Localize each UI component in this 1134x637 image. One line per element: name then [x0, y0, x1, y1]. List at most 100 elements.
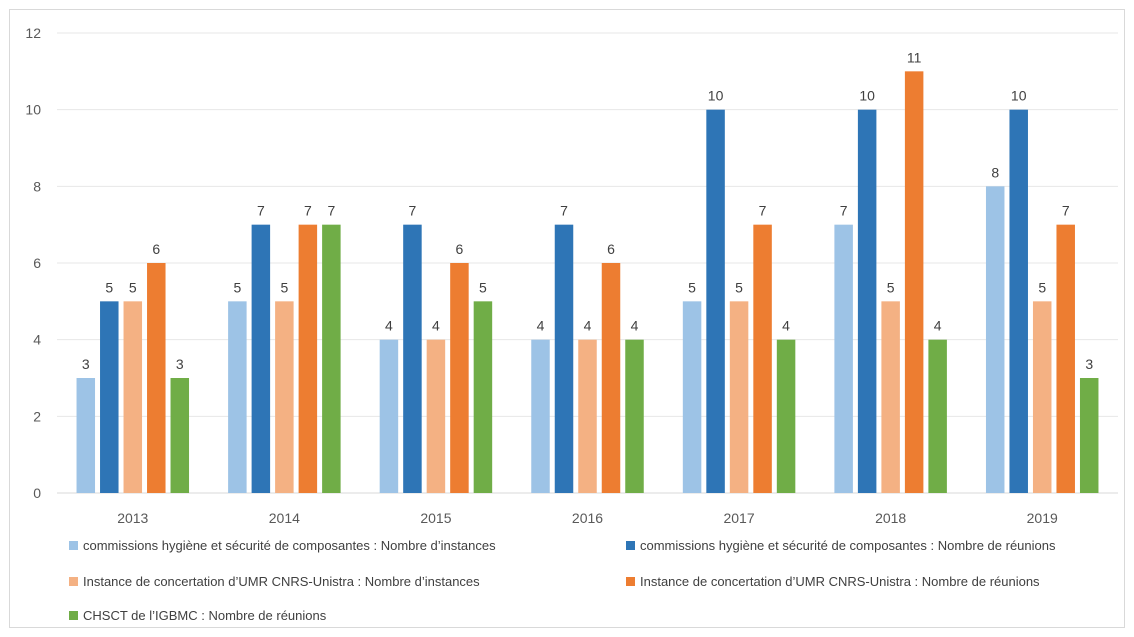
- bar: [76, 378, 96, 493]
- data-label: 4: [631, 318, 639, 334]
- legend-swatch: [69, 611, 78, 620]
- bar: [857, 109, 877, 494]
- data-label: 6: [456, 241, 464, 257]
- y-tick-label: 0: [33, 485, 41, 501]
- bar: [706, 109, 725, 494]
- data-label: 4: [782, 318, 790, 334]
- legend-swatch: [626, 577, 635, 586]
- legend-swatch: [69, 541, 78, 550]
- bar: [322, 224, 341, 493]
- y-tick-label: 8: [33, 178, 41, 194]
- data-label: 5: [1038, 279, 1046, 295]
- bar: [1079, 378, 1099, 493]
- data-label: 4: [385, 318, 393, 334]
- data-label: 10: [1011, 88, 1027, 104]
- bar: [554, 224, 574, 493]
- bar: [251, 224, 271, 493]
- bar: [275, 301, 294, 493]
- bar: [450, 263, 469, 493]
- legend-swatch: [69, 577, 78, 586]
- bar: [473, 301, 493, 493]
- data-label: 7: [840, 203, 848, 219]
- data-label: 7: [304, 203, 312, 219]
- bar: [298, 224, 318, 493]
- data-label: 4: [537, 318, 545, 334]
- bars: [76, 71, 1099, 494]
- data-label: 4: [934, 318, 942, 334]
- legend-entry: commissions hygiène et sécurité de compo…: [69, 538, 496, 553]
- bar: [985, 186, 1005, 494]
- data-label: 10: [859, 88, 875, 104]
- data-label: 3: [82, 356, 90, 372]
- bar: [904, 71, 924, 493]
- data-label: 6: [152, 241, 160, 257]
- data-label: 3: [1085, 356, 1093, 372]
- x-tick-label: 2017: [723, 510, 754, 526]
- data-label: 5: [129, 279, 137, 295]
- data-label: 3: [176, 356, 184, 372]
- data-label: 7: [759, 203, 767, 219]
- y-tick-label: 10: [25, 102, 41, 118]
- bar: [147, 263, 166, 493]
- bar: [123, 301, 143, 493]
- bar: [881, 301, 900, 493]
- data-label: 5: [280, 279, 288, 295]
- bar: [625, 339, 644, 493]
- x-tick-label: 2014: [269, 510, 300, 526]
- x-tick-label: 2015: [420, 510, 451, 526]
- y-axis-ticks: 0 2 4 6 8 10 12: [25, 25, 41, 501]
- x-tick-label: 2019: [1027, 510, 1058, 526]
- bar: [1009, 109, 1028, 494]
- bar: [753, 224, 772, 493]
- data-label: 7: [1062, 203, 1070, 219]
- bar: [100, 301, 119, 493]
- bar: [531, 339, 550, 493]
- bar: [170, 378, 190, 493]
- data-label: 11: [907, 49, 922, 65]
- bar: [379, 339, 399, 493]
- y-tick-label: 12: [25, 25, 41, 41]
- data-label: 8: [991, 164, 999, 180]
- data-label: 5: [479, 279, 487, 295]
- bar: [228, 301, 247, 493]
- x-tick-label: 2018: [875, 510, 906, 526]
- bar: [578, 339, 597, 493]
- data-label: 7: [327, 203, 335, 219]
- data-label: 5: [735, 279, 743, 295]
- y-tick-label: 6: [33, 255, 41, 271]
- legend-entry: CHSCT de l’IGBMC : Nombre de réunions: [69, 608, 326, 623]
- x-tick-label: 2013: [117, 510, 148, 526]
- bar: [928, 339, 947, 493]
- y-tick-label: 2: [33, 408, 41, 424]
- bar: [403, 224, 422, 493]
- legend-label: Instance de concertation d’UMR CNRS-Unis…: [83, 574, 480, 589]
- legend-entry: Instance de concertation d’UMR CNRS-Unis…: [69, 574, 480, 589]
- legend-label: CHSCT de l’IGBMC : Nombre de réunions: [83, 608, 327, 623]
- legend-label: commissions hygiène et sécurité de compo…: [640, 538, 1056, 553]
- data-label: 4: [584, 318, 592, 334]
- data-label: 7: [560, 203, 568, 219]
- bar: [426, 339, 446, 493]
- data-label: 6: [607, 241, 615, 257]
- data-label: 5: [887, 279, 895, 295]
- legend-entry: Instance de concertation d’UMR CNRS-Unis…: [626, 574, 1040, 589]
- bar: [776, 339, 796, 493]
- bar: [1056, 224, 1075, 493]
- data-label: 4: [432, 318, 440, 334]
- x-tick-label: 2016: [572, 510, 603, 526]
- data-label: 5: [105, 279, 113, 295]
- data-label: 7: [409, 203, 417, 219]
- data-label: 7: [257, 203, 265, 219]
- bar: [601, 263, 621, 493]
- y-tick-label: 4: [33, 332, 41, 348]
- data-label: 5: [688, 279, 696, 295]
- x-axis-ticks: 2013 2014 2015 2016 2017 2018 2019: [117, 510, 1058, 526]
- bar: [682, 301, 702, 493]
- bar: [729, 301, 749, 493]
- legend-swatch: [626, 541, 635, 550]
- data-label: 10: [708, 88, 724, 104]
- bar: [1032, 301, 1052, 493]
- legend-entry: commissions hygiène et sécurité de compo…: [626, 538, 1056, 553]
